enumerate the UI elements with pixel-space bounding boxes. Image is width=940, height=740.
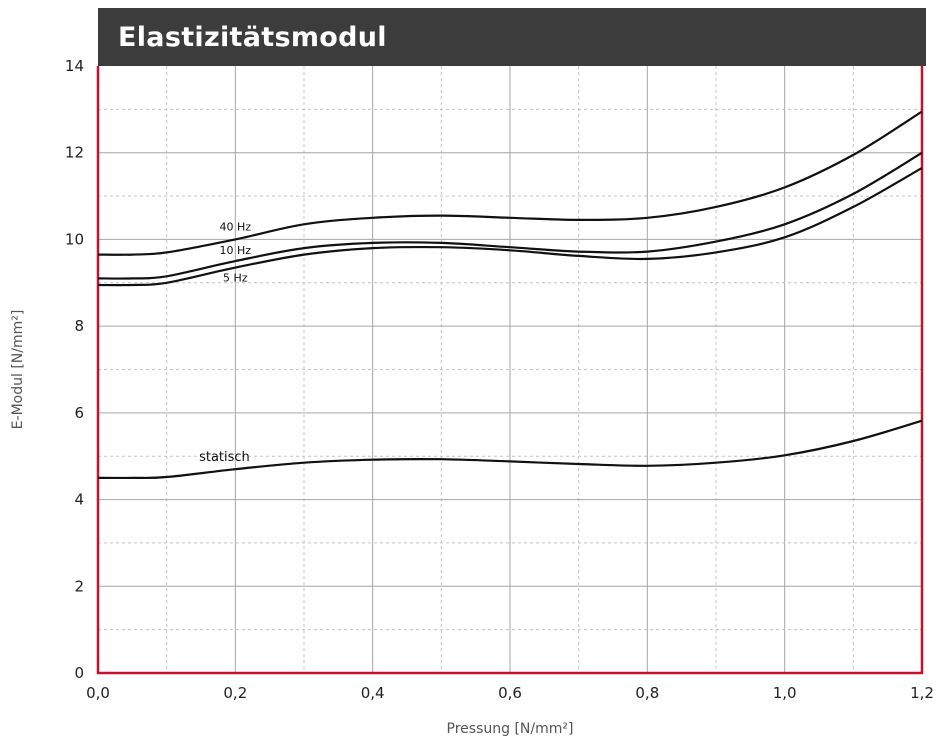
grid-lines bbox=[98, 66, 922, 673]
y-axis-title: E-Modul [N/mm²] bbox=[10, 310, 26, 430]
y-tick-label: 6 bbox=[74, 404, 84, 422]
series-line-40-hz bbox=[97, 110, 923, 256]
y-tick-label: 10 bbox=[65, 230, 84, 248]
x-tick-label: 0,2 bbox=[223, 684, 247, 702]
y-tick-label: 0 bbox=[74, 664, 84, 682]
x-tick-label: 0,0 bbox=[86, 684, 110, 702]
plot-frame bbox=[96, 66, 924, 675]
chart-title: Elastizitätsmodul bbox=[118, 21, 387, 53]
y-tick-label: 14 bbox=[65, 57, 84, 75]
y-tick-label: 4 bbox=[74, 491, 84, 509]
x-axis-title: Pressung [N/mm²] bbox=[447, 721, 574, 737]
x-tick-label: 0,8 bbox=[635, 684, 659, 702]
y-tick-label: 12 bbox=[65, 144, 84, 162]
y-tick-labels: 0 2 4 6 8 10 12 14 bbox=[65, 57, 84, 682]
y-tick-label: 2 bbox=[74, 577, 84, 595]
chart-title-bar: Elastizitätsmodul bbox=[98, 8, 926, 66]
series-lines bbox=[97, 110, 923, 480]
x-tick-label: 1,2 bbox=[910, 684, 934, 702]
series-label-5-hz: 5 Hz bbox=[223, 272, 248, 285]
series-label-statisch: statisch bbox=[199, 450, 250, 465]
x-tick-label: 0,4 bbox=[361, 684, 385, 702]
y-tick-label: 8 bbox=[74, 317, 84, 335]
series-label-10-hz: 10 Hz bbox=[220, 244, 252, 257]
series-line-5-hz bbox=[97, 166, 923, 287]
series-line-statisch bbox=[97, 419, 923, 480]
series-line-10-hz bbox=[97, 151, 923, 280]
x-tick-label: 1,0 bbox=[773, 684, 797, 702]
x-tick-labels: 0,0 0,2 0,4 0,6 0,8 1,0 1,2 bbox=[86, 684, 934, 702]
series-labels: 40 Hz 10 Hz 5 Hz statisch bbox=[199, 220, 251, 465]
series-label-40-hz: 40 Hz bbox=[220, 220, 252, 233]
x-tick-label: 0,6 bbox=[498, 684, 522, 702]
